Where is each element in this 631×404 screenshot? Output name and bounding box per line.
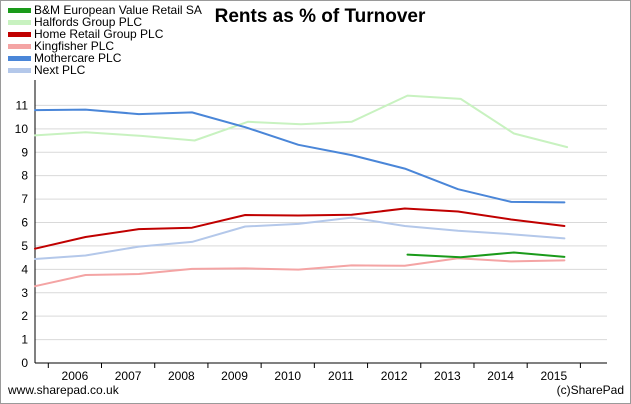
x-tick-label: 2013 <box>434 369 461 383</box>
series-line-b-m-european-value-retail-sa <box>406 251 566 259</box>
series-lines <box>34 94 569 288</box>
y-tick-label: 7 <box>21 192 28 206</box>
legend-swatch <box>8 68 31 73</box>
x-tick-label: 2009 <box>221 369 248 383</box>
y-tick-label: 8 <box>21 169 28 183</box>
legend-entry-label: Mothercare PLC <box>34 51 122 65</box>
legend-swatch <box>8 44 31 49</box>
x-tick-label: 2015 <box>540 369 567 383</box>
series-line-halfords-group-plc <box>34 94 569 149</box>
y-tick-label: 2 <box>21 309 28 323</box>
legend-swatch <box>8 20 31 25</box>
x-tick-label: 2011 <box>328 369 354 383</box>
legend-entry-label: Halfords Group PLC <box>34 15 142 29</box>
series-line-mothercare-plc <box>34 108 566 204</box>
y-tick-label: 9 <box>21 145 28 159</box>
y-tick-label: 5 <box>21 239 28 253</box>
grid-lines <box>35 104 607 341</box>
footer-copyright: (c)SharePad <box>557 383 624 397</box>
y-tick-label: 1 <box>21 333 28 347</box>
x-tick-label: 2012 <box>381 369 408 383</box>
legend-entry-label: B&M European Value Retail SA <box>34 3 202 17</box>
x-tick-label: 2010 <box>274 369 301 383</box>
x-tick-label: 2007 <box>115 369 142 383</box>
legend-entry-label: Next PLC <box>34 63 86 77</box>
chart-title: Rents as % of Turnover <box>215 6 426 27</box>
y-tick-label: 6 <box>21 216 28 230</box>
series-line-kingfisher-plc <box>34 257 566 288</box>
series-line-next-plc <box>34 216 566 260</box>
legend-swatch <box>8 8 31 13</box>
y-tick-label: 10 <box>15 122 29 136</box>
legend-entry-label: Kingfisher PLC <box>34 39 114 53</box>
x-tick-label: 2006 <box>62 369 89 383</box>
legend-entry-label: Home Retail Group PLC <box>34 27 164 41</box>
y-tick-label: 0 <box>21 356 28 370</box>
axes: 0 1 2 3 4 5 6 7 8 9 10 11 2006 2007 2008 2009 2010 2011 20… <box>15 80 607 383</box>
y-tick-label: 11 <box>16 98 29 112</box>
legend-swatch <box>8 32 31 37</box>
x-tick-label: 2008 <box>168 369 195 383</box>
x-tick-label: 2014 <box>487 369 514 383</box>
footer-website: www.sharepad.co.uk <box>7 383 120 397</box>
y-tick-label: 4 <box>21 262 28 276</box>
y-tick-label: 3 <box>21 286 28 300</box>
series-line-home-retail-group-plc <box>34 207 566 250</box>
legend-swatch <box>8 56 31 61</box>
